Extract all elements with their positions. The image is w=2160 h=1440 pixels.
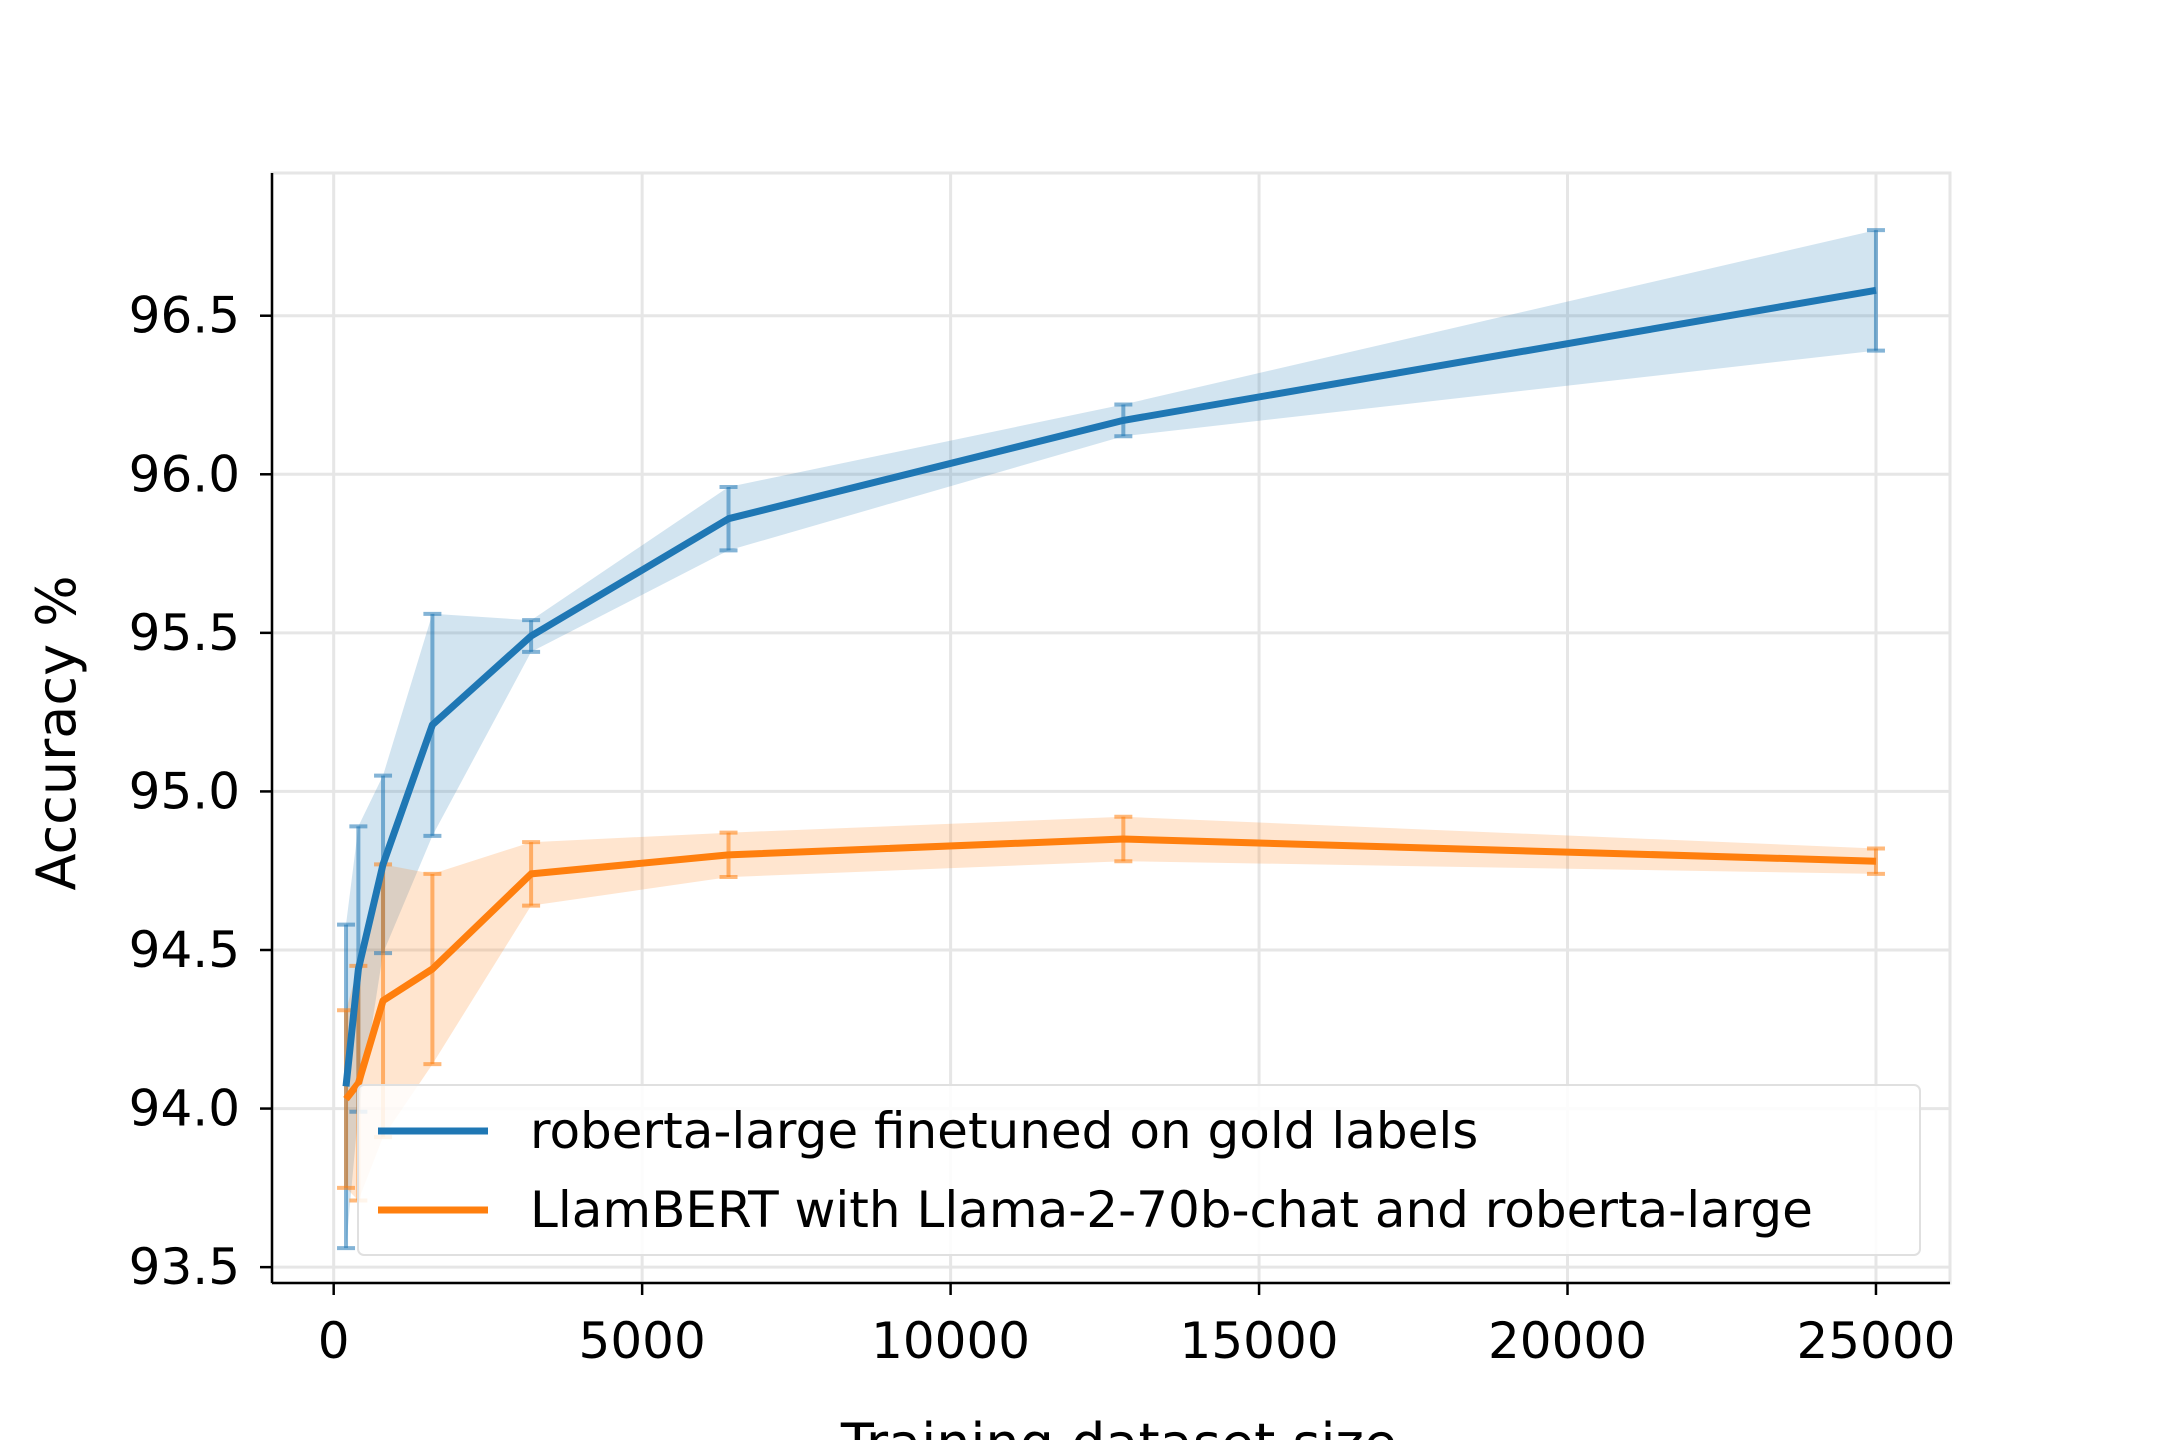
y-tick-label: 95.5 (129, 604, 240, 662)
series-lines (342, 286, 1877, 1102)
x-tick-label: 20000 (1488, 1312, 1647, 1370)
y-tick-label: 96.5 (129, 287, 240, 345)
x-tick-label: 10000 (871, 1312, 1030, 1370)
x-tick-label: 0 (318, 1312, 350, 1370)
roberta-series-line (342, 286, 1877, 1087)
y-axis-title: Accuracy % (25, 575, 88, 890)
y-tick-label: 94.0 (129, 1080, 240, 1138)
y-tick-label: 94.5 (129, 921, 240, 979)
axes (260, 173, 1950, 1295)
x-tick-label: 15000 (1180, 1312, 1339, 1370)
legend-label-llambert: LlamBERT with Llama-2-70b-chat and rober… (530, 1181, 1813, 1239)
tick-labels: 0 5000 10000 15000 20000 25000 93.5 94.0 94.5 95.… (129, 287, 1956, 1370)
roberta-error-band (346, 230, 1876, 1249)
y-tick-label: 93.5 (129, 1238, 240, 1296)
legend: roberta-large finetuned on gold labels Ll… (357, 1084, 1921, 1256)
x-tick-label: 25000 (1796, 1312, 1955, 1370)
y-tick-label: 96.0 (129, 445, 240, 503)
x-tick-label: 5000 (579, 1312, 706, 1370)
legend-label-roberta: roberta-large finetuned on gold labels (530, 1102, 1478, 1160)
x-axis-title: Training dataset size (840, 1412, 1397, 1440)
legend-box (357, 1084, 1921, 1256)
y-tick-label: 95.0 (129, 762, 240, 820)
llambert-series-line (343, 835, 1877, 1102)
